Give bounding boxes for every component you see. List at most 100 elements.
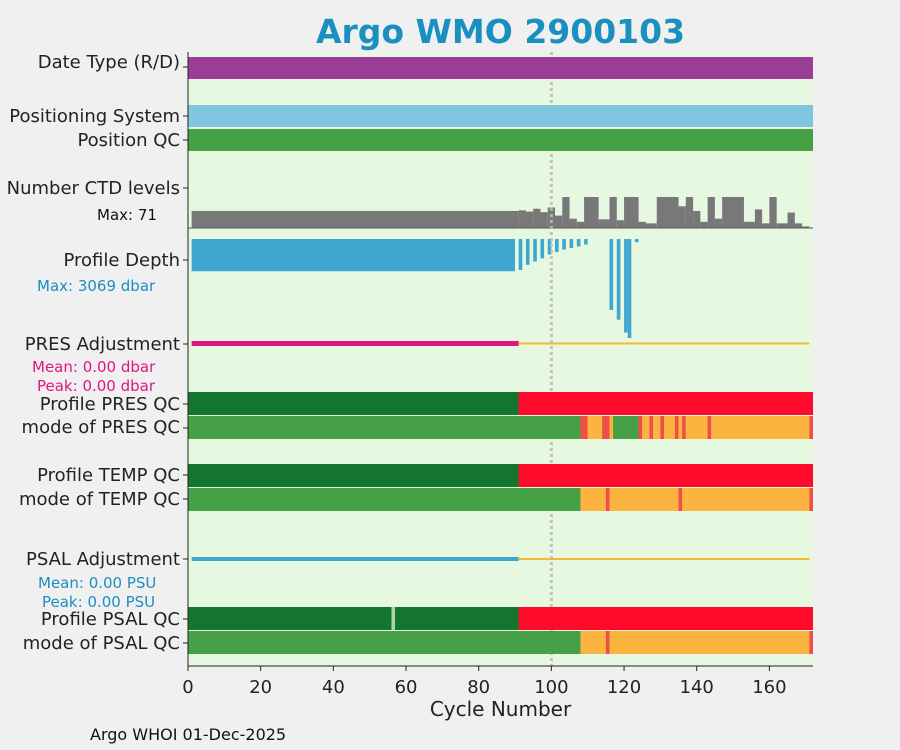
profile-psal-qc-segment-overlay bbox=[188, 607, 392, 630]
mode-temp-qc-segment-overlay bbox=[580, 488, 606, 511]
mode-pres-qc-segment-overlay bbox=[609, 416, 614, 439]
mode-temp-qc-segment-overlay bbox=[605, 488, 610, 511]
profile-psal-qc-segment-overlay bbox=[391, 607, 396, 630]
ctd-level-bar bbox=[700, 221, 708, 228]
profile-depth-bar bbox=[624, 239, 628, 333]
profile-depth-bar bbox=[518, 239, 523, 270]
label-position-qc: Position QC bbox=[77, 130, 180, 151]
label-profile-depth: Profile Depth bbox=[63, 250, 180, 271]
x-tick-label: 160 bbox=[752, 677, 786, 698]
mode-pres-qc-segment-overlay bbox=[638, 416, 643, 439]
ctd-level-bar bbox=[743, 221, 755, 228]
profile-pres-qc-segment-overlay bbox=[518, 392, 813, 415]
ctd-level-bar bbox=[769, 197, 777, 228]
ctd-level-bar bbox=[555, 215, 563, 228]
ctd-level-bar bbox=[714, 218, 723, 228]
label-mode-pres-qc: mode of PRES QC bbox=[21, 417, 180, 438]
mode-psal-qc-segment-overlay bbox=[580, 631, 606, 654]
positioning-system-bar-overlay bbox=[188, 105, 813, 127]
x-tick-label: 80 bbox=[467, 677, 490, 698]
ctd-level-bar bbox=[802, 226, 810, 228]
label-date-type: Date Type (R/D) bbox=[37, 52, 180, 73]
mode-pres-qc-segment-overlay bbox=[674, 416, 679, 439]
profile-depth-bar bbox=[191, 239, 516, 272]
ctd-level-bar bbox=[685, 197, 694, 228]
chart-title: Argo WMO 2900103 bbox=[315, 12, 686, 51]
x-tick-label: 20 bbox=[249, 677, 272, 698]
profile-depth-bar bbox=[533, 239, 537, 262]
pres-peak: Peak: 0.00 dbar bbox=[37, 377, 156, 395]
depth-max: Max: 3069 dbar bbox=[37, 277, 156, 295]
ctd-level-bar bbox=[533, 208, 541, 228]
mode-pres-qc-segment-overlay bbox=[642, 416, 650, 439]
ctd-level-bar bbox=[547, 207, 556, 228]
label-profile-psal-qc: Profile PSAL QC bbox=[40, 609, 180, 630]
x-tick-label: 120 bbox=[607, 677, 641, 698]
ctd-level-bar bbox=[787, 212, 795, 228]
ctd-level-bar bbox=[638, 221, 646, 228]
mode-pres-qc-segment-overlay bbox=[649, 416, 654, 439]
profile-depth-bar bbox=[540, 239, 545, 259]
mode-pres-qc-segment-overlay bbox=[660, 416, 665, 439]
ctd-level-bar bbox=[656, 197, 679, 228]
mode-pres-qc-segment-overlay bbox=[613, 416, 639, 439]
label-positioning-system: Positioning System bbox=[9, 106, 180, 127]
date-type-bar-overlay bbox=[188, 57, 813, 79]
profile-psal-qc-segment-overlay bbox=[395, 607, 519, 630]
mode-pres-qc-segment-overlay bbox=[587, 416, 603, 439]
mode-pres-qc-segment-overlay bbox=[685, 416, 708, 439]
mode-pres-qc-segment-overlay bbox=[188, 416, 581, 439]
profile-depth-bar bbox=[525, 239, 530, 265]
x-tick-label: 0 bbox=[182, 677, 193, 698]
label-profile-pres-qc: Profile PRES QC bbox=[39, 394, 180, 415]
x-tick-label: 140 bbox=[680, 677, 714, 698]
profile-depth-bar bbox=[609, 239, 614, 310]
ctd-level-bar bbox=[707, 197, 715, 228]
ctd-level-bar bbox=[776, 223, 788, 228]
profile-depth-bar bbox=[634, 239, 639, 243]
mode-pres-qc-segment-overlay bbox=[580, 416, 588, 439]
mode-psal-qc-segment-overlay bbox=[609, 631, 810, 654]
label-mode-psal-qc: mode of PSAL QC bbox=[22, 633, 180, 654]
psal-mean: Mean: 0.00 PSU bbox=[38, 574, 157, 592]
profile-depth-bar bbox=[584, 239, 588, 245]
label-psal-adjustment: PSAL Adjustment bbox=[25, 549, 180, 570]
mode-temp-qc-segment-overlay bbox=[682, 488, 810, 511]
ctd-level-bar bbox=[794, 223, 803, 228]
ctd-level-bar bbox=[518, 210, 526, 228]
ctd-level-bar bbox=[598, 219, 610, 228]
ctd-level-bar bbox=[562, 197, 570, 228]
profile-depth-bar bbox=[569, 239, 574, 249]
profile-pres-qc-segment-overlay bbox=[188, 392, 519, 415]
ctd-level-bar bbox=[584, 197, 599, 228]
mode-pres-qc-segment-overlay bbox=[653, 416, 661, 439]
profile-depth-bar bbox=[616, 239, 621, 320]
ctd-level-bar bbox=[645, 223, 657, 228]
ctd-level-bar bbox=[191, 210, 519, 228]
profile-depth-bar bbox=[547, 239, 552, 255]
ctd-level-bar bbox=[576, 221, 585, 228]
mode-pres-qc-segment-overlay bbox=[678, 416, 683, 439]
profile-depth-bar bbox=[562, 239, 566, 250]
x-tick-label: 40 bbox=[322, 677, 345, 698]
mode-pres-qc-segment-overlay bbox=[664, 416, 675, 439]
label-mode-temp-qc: mode of TEMP QC bbox=[18, 489, 180, 510]
position-qc-bar-overlay bbox=[188, 129, 813, 151]
label-ctd-levels: Number CTD levels bbox=[6, 178, 180, 199]
profile-depth-bar bbox=[555, 239, 559, 252]
footer-credit: Argo WHOI 01-Dec-2025 bbox=[90, 725, 287, 744]
mode-temp-qc-segment-overlay bbox=[609, 488, 679, 511]
ctd-level-bar bbox=[525, 211, 534, 228]
mode-pres-qc-segment-overlay bbox=[602, 416, 610, 439]
x-axis-label: Cycle Number bbox=[429, 697, 572, 721]
mode-psal-qc-segment-overlay bbox=[188, 631, 581, 654]
x-tick-label: 100 bbox=[534, 677, 568, 698]
mode-psal-qc-segment-overlay bbox=[809, 631, 813, 654]
ctd-level-bar bbox=[722, 197, 744, 228]
mode-pres-qc-segment-overlay bbox=[711, 416, 810, 439]
mode-temp-qc-segment-overlay bbox=[678, 488, 683, 511]
profile-depth-bar bbox=[627, 239, 632, 338]
profile-depth-bar bbox=[576, 239, 581, 247]
plot-background bbox=[188, 52, 813, 666]
